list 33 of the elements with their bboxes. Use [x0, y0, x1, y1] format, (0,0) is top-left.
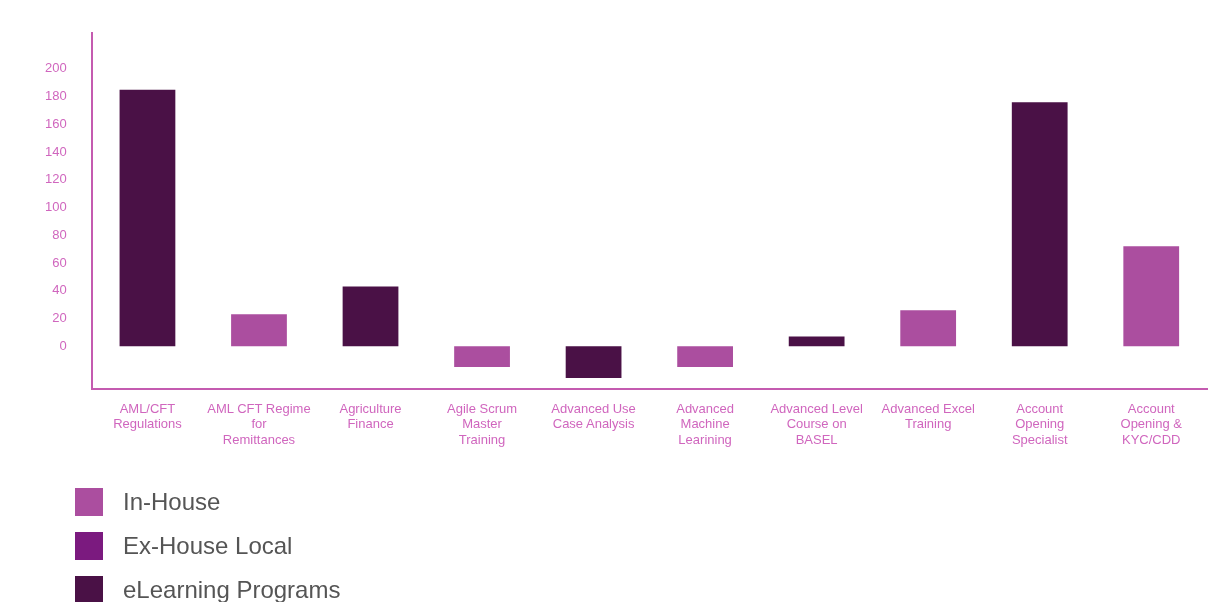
bar	[231, 314, 287, 347]
y-tick-label: 160	[44, 115, 67, 131]
bar	[788, 336, 845, 347]
y-tick-label: 0	[59, 337, 67, 353]
x-tick-label: AML CFT Regime for Remittances	[207, 400, 311, 447]
legend-label: In-House	[123, 488, 221, 516]
y-tick-label: 60	[52, 254, 67, 270]
bar	[342, 286, 399, 347]
x-tick-label: Agriculture Finance	[339, 400, 402, 432]
bar	[1011, 102, 1068, 347]
bar	[677, 346, 733, 368]
y-tick-label: 40	[52, 282, 67, 298]
y-tick-label: 140	[44, 143, 67, 159]
x-tick-label: Account Opening & KYC/CDD	[1120, 400, 1183, 447]
y-tick-label: 180	[44, 88, 67, 104]
bar	[900, 310, 957, 347]
x-tick-label: Advanced Level Course on BASEL	[770, 400, 864, 447]
y-tick-label: 200	[44, 60, 67, 76]
y-tick-label: 20	[52, 310, 67, 326]
y-tick-label: 100	[44, 199, 67, 215]
bar	[119, 89, 176, 347]
bar	[1123, 246, 1180, 347]
x-tick-label: Advanced Use Case Analysis	[551, 400, 636, 432]
x-tick-label: Advanced Machine Learining	[676, 400, 735, 447]
y-tick-label: 80	[52, 226, 67, 242]
bar	[565, 346, 622, 379]
y-tick-label: 120	[44, 171, 67, 187]
x-tick-label: Advanced Excel Training	[881, 400, 975, 432]
legend-label: Ex-House Local	[123, 532, 293, 560]
x-tick-label: Account Opening Specialist	[1011, 400, 1068, 447]
x-tick-label: Agile Scrum Master Training	[447, 400, 518, 447]
bar	[454, 346, 510, 368]
x-tick-label: AML/CFT Regulations	[113, 400, 183, 432]
